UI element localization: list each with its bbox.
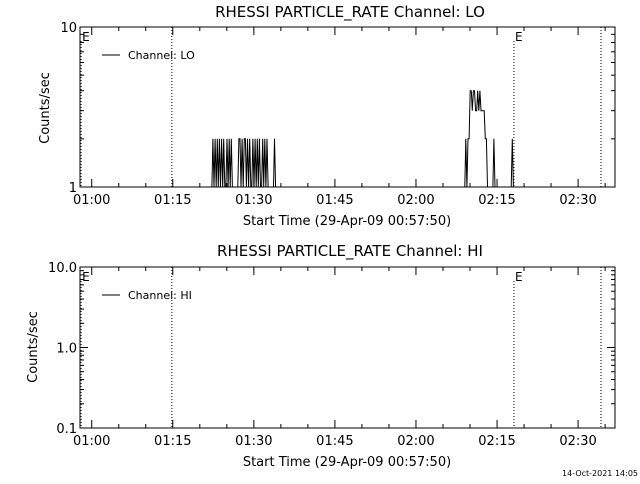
x-tick-label: 02:00 xyxy=(397,434,434,449)
y-tick-label: 0.1 xyxy=(56,422,77,437)
x-tick-label: 01:15 xyxy=(154,193,191,208)
event-marker-label: E xyxy=(515,270,523,284)
y-tick-label: 10.0 xyxy=(48,261,77,276)
x-tick-label: 01:00 xyxy=(73,193,110,208)
x-axis-label: Start Time (29-Apr-09 00:57:50) xyxy=(243,455,451,470)
generation-timestamp: 14-Oct-2021 14:05 xyxy=(562,469,638,478)
x-tick-label: 02:30 xyxy=(559,193,596,208)
legend-entry: Channel: LO xyxy=(128,49,195,62)
legend: Channel: HI xyxy=(102,289,192,302)
x-tick-label: 02:15 xyxy=(478,434,515,449)
event-marker-label: E xyxy=(515,30,523,44)
x-tick-label: 01:45 xyxy=(316,193,353,208)
panel-hi-channel: RHESSI PARTICLE_RATE Channel: HI Start T… xyxy=(26,242,616,470)
event-marker-label: E xyxy=(82,270,90,284)
y-axis-label: Counts/sec xyxy=(38,72,53,144)
y-axis-label: Counts/sec xyxy=(26,311,41,383)
event-marker-label: E xyxy=(82,30,90,44)
x-tick-label: 01:00 xyxy=(73,434,110,449)
x-tick-label: 02:30 xyxy=(559,434,596,449)
x-axis-label: Start Time (29-Apr-09 00:57:50) xyxy=(243,214,451,229)
chart-title: RHESSI PARTICLE_RATE Channel: LO xyxy=(215,3,485,22)
x-tick-label: 01:30 xyxy=(235,193,272,208)
x-tick-label: 01:30 xyxy=(235,434,272,449)
y-tick-label: 10 xyxy=(60,21,77,36)
y-tick-label: 1 xyxy=(69,181,77,196)
series-line xyxy=(211,90,517,188)
legend: Channel: LO xyxy=(102,49,195,62)
panel-lo-channel: RHESSI PARTICLE_RATE Channel: LO Start T… xyxy=(38,3,616,229)
x-tick-label: 01:45 xyxy=(316,434,353,449)
legend-entry: Channel: HI xyxy=(128,289,192,302)
x-tick-label: 02:00 xyxy=(397,193,434,208)
y-tick-label: 1.0 xyxy=(56,342,77,357)
x-tick-label: 02:15 xyxy=(478,193,515,208)
x-tick-label: 01:15 xyxy=(154,434,191,449)
chart-title: RHESSI PARTICLE_RATE Channel: HI xyxy=(217,242,483,261)
